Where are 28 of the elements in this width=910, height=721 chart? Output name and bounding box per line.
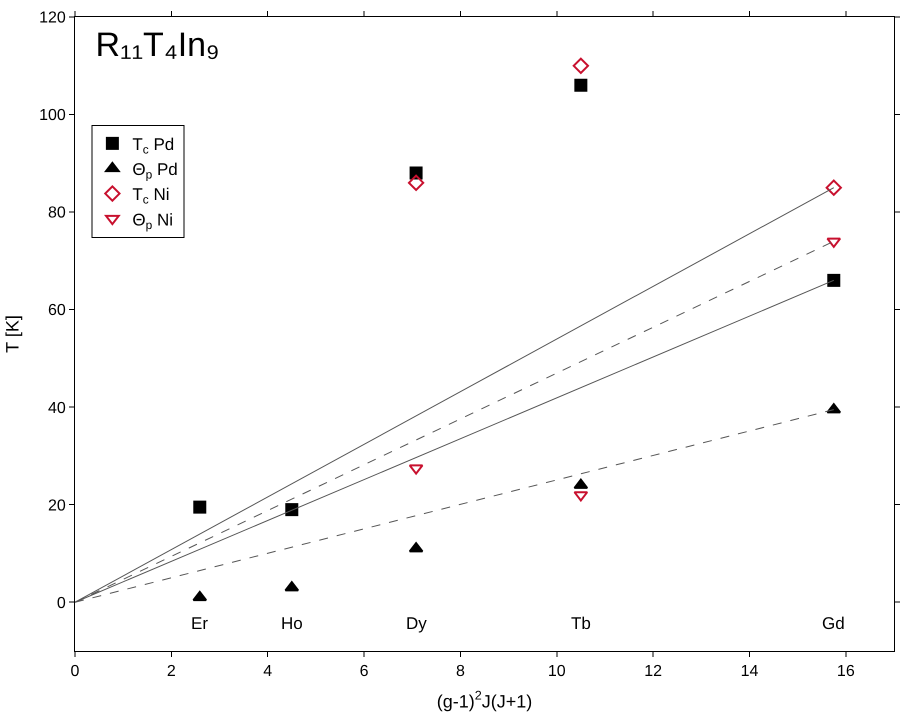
legend-label: Θ$_{p}$ Pd <box>132 160 178 182</box>
y-tick-label: 20 <box>48 497 66 514</box>
y-axis-title: T [K] <box>2 315 22 353</box>
x-tick-label: 8 <box>456 663 465 680</box>
y-tick-label: 120 <box>39 10 66 27</box>
y-tick-label: 100 <box>39 107 66 124</box>
y-tick-label: 0 <box>56 594 66 612</box>
x-axis-title: (g-1)$^{2}$J(J+1) <box>436 688 532 712</box>
x-tick-label: 4 <box>263 663 272 680</box>
x-tick-label: 14 <box>740 663 758 680</box>
x-tick-label: 10 <box>548 663 566 680</box>
annotation: Er <box>191 614 208 633</box>
annotation: Dy <box>406 614 428 633</box>
chart-title: R₁₁T₄In₉ <box>96 26 220 64</box>
x-tick-label: 2 <box>166 663 176 680</box>
legend-label: T$_{c}$ Pd <box>132 134 174 157</box>
annotation: Ho <box>281 614 303 633</box>
x-tick-label: 12 <box>644 663 662 680</box>
y-tick-label: 60 <box>48 302 66 320</box>
legend-label: T$_{c}$ Ni <box>132 185 170 207</box>
x-tick-label: 6 <box>360 663 369 680</box>
annotation: Gd <box>822 614 845 633</box>
x-tick-label: 0 <box>70 663 80 680</box>
y-tick-label: 40 <box>48 400 66 417</box>
legend-label: Θ$_{p}$ Ni <box>132 210 174 232</box>
x-tick-label: 16 <box>836 663 855 680</box>
y-tick-label: 80 <box>48 204 66 222</box>
annotation: Tb <box>571 614 591 633</box>
